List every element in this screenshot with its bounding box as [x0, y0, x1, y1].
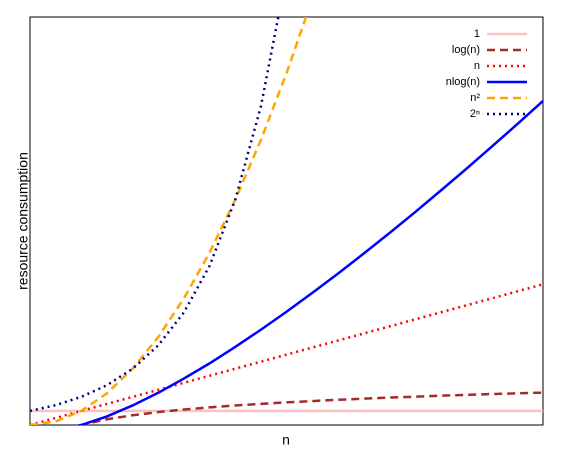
legend-label: n	[474, 60, 480, 72]
plot-frame	[29, 16, 544, 426]
lines	[30, 17, 543, 425]
legend-label: log(n)	[452, 44, 480, 56]
legend-label: 1	[474, 28, 480, 40]
series-line	[30, 283, 543, 425]
legend-label: nlog(n)	[446, 76, 480, 88]
series-line	[77, 391, 543, 425]
legend-label: n²	[470, 92, 480, 104]
series-line	[30, 17, 280, 413]
series-line	[74, 100, 543, 425]
legend: 1 log(n) n nlog(n) n² 2ⁿ	[446, 28, 527, 120]
legend-label: 2ⁿ	[470, 108, 480, 120]
x-axis-label: n	[282, 432, 290, 448]
series-line	[30, 17, 308, 425]
y-axis-label: resource consumption	[15, 152, 31, 290]
